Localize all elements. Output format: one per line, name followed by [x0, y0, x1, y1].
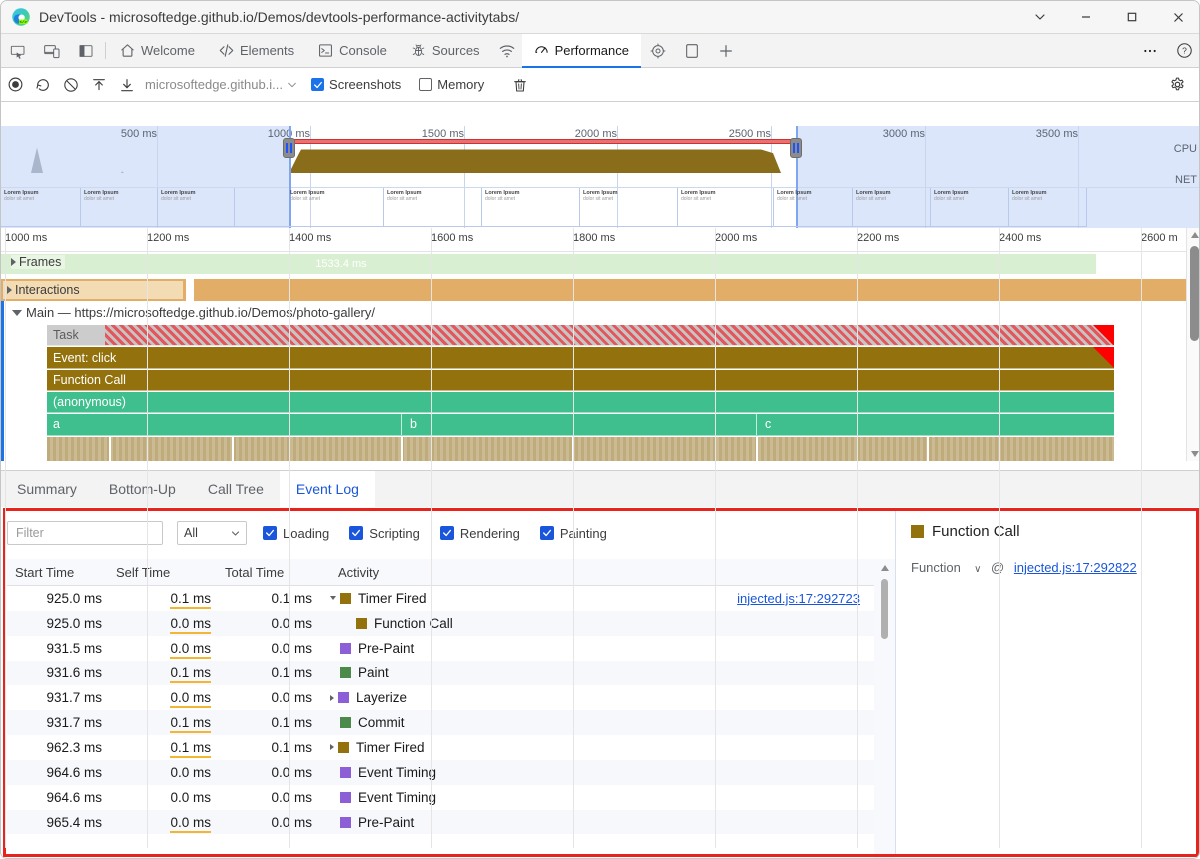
svg-text:?: ? — [1182, 46, 1187, 56]
svg-text:</>: </> — [20, 20, 28, 25]
